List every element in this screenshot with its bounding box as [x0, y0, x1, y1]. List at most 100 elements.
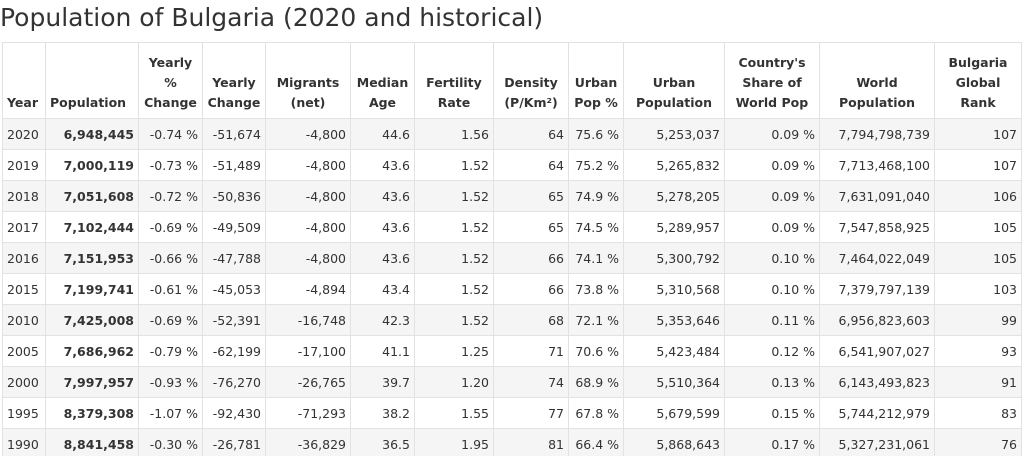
cell-median-age: 39.7: [350, 366, 415, 398]
header-yearly-change[interactable]: Yearly Change: [202, 42, 266, 119]
cell-population: 8,841,458: [45, 428, 139, 456]
cell-urban-pop-pct: 74.1 %: [568, 242, 624, 274]
table-body: 2020 6,948,445 -0.74 % -51,674 -4,800 44.6 1.5…: [2, 118, 1022, 456]
cell-population: 7,686,962: [45, 335, 139, 367]
cell-world-share: 0.15 %: [724, 397, 820, 429]
cell-density: 71: [493, 335, 569, 367]
cell-migrants: -4,800: [265, 149, 351, 181]
cell-fertility-rate: 1.52: [414, 211, 494, 243]
cell-population: 7,425,008: [45, 304, 139, 336]
cell-fertility-rate: 1.52: [414, 180, 494, 212]
table-row: 2018 7,051,608 -0.72 % -50,836 -4,800 43.6 1.5…: [2, 180, 1022, 212]
cell-population: 7,997,957: [45, 366, 139, 398]
table-header: Year Population Yearly % Change Yearly C…: [2, 42, 1022, 119]
cell-yearly-pct-change: -0.30 %: [138, 428, 203, 456]
cell-year: 2018: [2, 180, 46, 212]
cell-year: 2005: [2, 335, 46, 367]
cell-urban-pop-pct: 68.9 %: [568, 366, 624, 398]
cell-urban-pop-pct: 75.2 %: [568, 149, 624, 181]
header-median-age[interactable]: Median Age: [350, 42, 415, 119]
cell-fertility-rate: 1.20: [414, 366, 494, 398]
cell-world-share: 0.09 %: [724, 180, 820, 212]
cell-urban-pop-pct: 70.6 %: [568, 335, 624, 367]
cell-yearly-change: -52,391: [202, 304, 266, 336]
cell-yearly-pct-change: -1.07 %: [138, 397, 203, 429]
header-world-share[interactable]: Country's Share of World Pop: [724, 42, 820, 119]
cell-global-rank: 105: [934, 242, 1022, 274]
cell-density: 66: [493, 242, 569, 274]
cell-fertility-rate: 1.52: [414, 273, 494, 305]
cell-density: 64: [493, 149, 569, 181]
header-population[interactable]: Population: [45, 42, 139, 119]
cell-world-population: 5,744,212,979: [819, 397, 935, 429]
page-title: Population of Bulgaria (2020 and histori…: [0, 3, 544, 32]
header-yearly-pct-change[interactable]: Yearly % Change: [138, 42, 203, 119]
cell-yearly-pct-change: -0.79 %: [138, 335, 203, 367]
cell-migrants: -17,100: [265, 335, 351, 367]
cell-global-rank: 99: [934, 304, 1022, 336]
cell-world-population: 6,541,907,027: [819, 335, 935, 367]
cell-fertility-rate: 1.95: [414, 428, 494, 456]
cell-yearly-pct-change: -0.72 %: [138, 180, 203, 212]
cell-median-age: 38.2: [350, 397, 415, 429]
cell-fertility-rate: 1.52: [414, 242, 494, 274]
cell-year: 2016: [2, 242, 46, 274]
header-urban-pop-pct[interactable]: Urban Pop %: [568, 42, 624, 119]
cell-year: 2017: [2, 211, 46, 243]
cell-urban-pop-pct: 72.1 %: [568, 304, 624, 336]
header-global-rank[interactable]: Bulgaria Global Rank: [934, 42, 1022, 119]
table-row: 2005 7,686,962 -0.79 % -62,199 -17,100 41.1 1.…: [2, 335, 1022, 367]
cell-density: 65: [493, 180, 569, 212]
cell-density: 64: [493, 118, 569, 150]
cell-density: 77: [493, 397, 569, 429]
table-row: 1990 8,841,458 -0.30 % -26,781 -36,829 36.5 1.…: [2, 428, 1022, 456]
cell-yearly-change: -76,270: [202, 366, 266, 398]
cell-world-share: 0.13 %: [724, 366, 820, 398]
cell-density: 74: [493, 366, 569, 398]
cell-global-rank: 106: [934, 180, 1022, 212]
header-year[interactable]: Year: [2, 42, 46, 119]
cell-urban-population: 5,289,957: [623, 211, 725, 243]
cell-median-age: 41.1: [350, 335, 415, 367]
header-density[interactable]: Density (P/Km²): [493, 42, 569, 119]
cell-urban-population: 5,679,599: [623, 397, 725, 429]
cell-global-rank: 83: [934, 397, 1022, 429]
table-row: 2020 6,948,445 -0.74 % -51,674 -4,800 44.6 1.5…: [2, 118, 1022, 150]
cell-median-age: 43.6: [350, 180, 415, 212]
cell-world-share: 0.09 %: [724, 118, 820, 150]
cell-yearly-pct-change: -0.61 %: [138, 273, 203, 305]
cell-urban-pop-pct: 74.9 %: [568, 180, 624, 212]
cell-yearly-change: -26,781: [202, 428, 266, 456]
cell-world-share: 0.17 %: [724, 428, 820, 456]
cell-fertility-rate: 1.56: [414, 118, 494, 150]
cell-migrants: -4,800: [265, 242, 351, 274]
cell-fertility-rate: 1.52: [414, 304, 494, 336]
cell-urban-population: 5,510,364: [623, 366, 725, 398]
cell-median-age: 36.5: [350, 428, 415, 456]
cell-median-age: 42.3: [350, 304, 415, 336]
cell-population: 8,379,308: [45, 397, 139, 429]
cell-global-rank: 93: [934, 335, 1022, 367]
table-row: 2017 7,102,444 -0.69 % -49,509 -4,800 43.6 1.5…: [2, 211, 1022, 243]
cell-migrants: -71,293: [265, 397, 351, 429]
cell-population: 7,051,608: [45, 180, 139, 212]
header-fertility-rate[interactable]: Fertility Rate: [414, 42, 494, 119]
cell-density: 66: [493, 273, 569, 305]
cell-density: 81: [493, 428, 569, 456]
cell-yearly-change: -51,674: [202, 118, 266, 150]
header-world-population[interactable]: World Population: [819, 42, 935, 119]
cell-yearly-pct-change: -0.69 %: [138, 304, 203, 336]
cell-world-population: 7,379,797,139: [819, 273, 935, 305]
cell-migrants: -4,800: [265, 180, 351, 212]
cell-world-population: 7,713,468,100: [819, 149, 935, 181]
cell-yearly-change: -50,836: [202, 180, 266, 212]
cell-world-population: 6,143,493,823: [819, 366, 935, 398]
header-migrants[interactable]: Migrants (net): [265, 42, 351, 119]
cell-global-rank: 107: [934, 118, 1022, 150]
cell-world-population: 5,327,231,061: [819, 428, 935, 456]
cell-urban-population: 5,310,568: [623, 273, 725, 305]
header-urban-population[interactable]: Urban Population: [623, 42, 725, 119]
cell-population: 7,199,741: [45, 273, 139, 305]
cell-yearly-change: -62,199: [202, 335, 266, 367]
cell-global-rank: 76: [934, 428, 1022, 456]
